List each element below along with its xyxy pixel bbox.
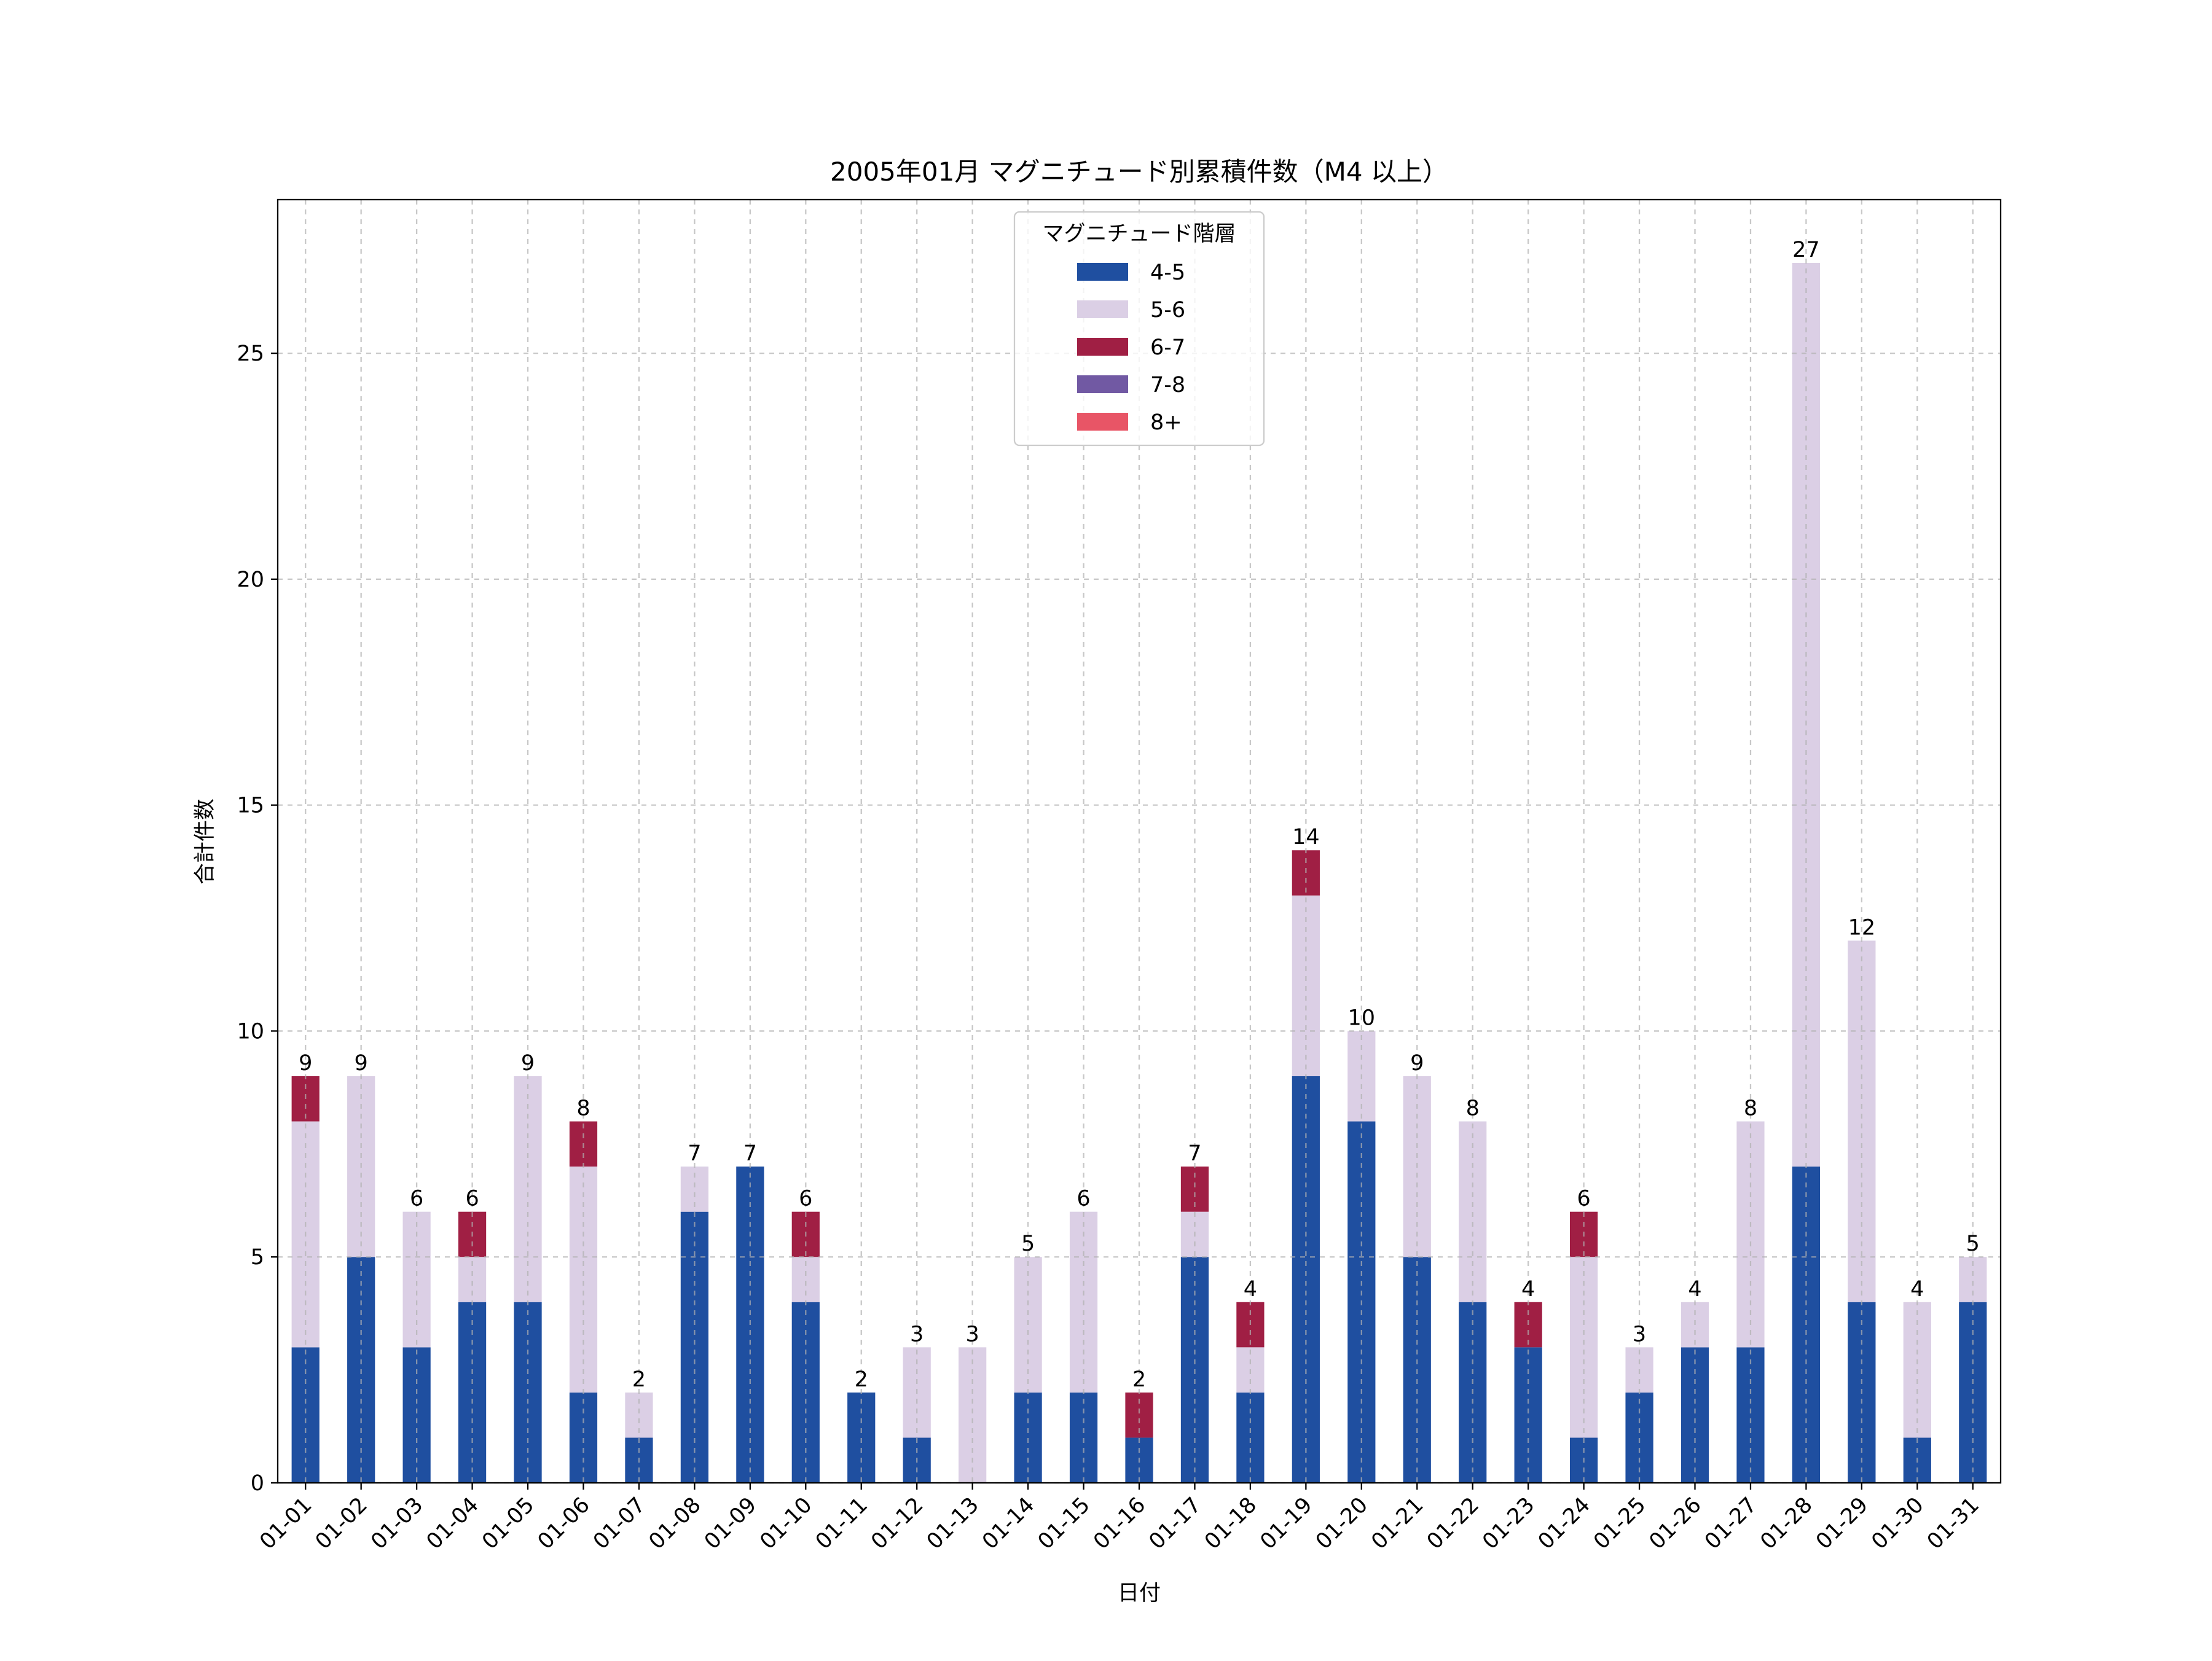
x-tick-label: 01-08 [645,1493,706,1554]
total-label: 5 [1021,1232,1035,1256]
total-label: 7 [1188,1141,1201,1166]
x-axis-label: 日付 [1118,1581,1161,1606]
x-tick-label: 01-28 [1756,1493,1818,1554]
x-tick-label: 01-20 [1311,1493,1373,1554]
total-label: 9 [1410,1051,1424,1076]
chart-title: 2005年01月 マグニチュード別累積件数（M4 以上） [830,157,1448,187]
x-tick-label: 01-07 [589,1493,650,1554]
x-tick-label: 01-15 [1033,1493,1095,1554]
bar-segment-5-6-01-05 [514,1076,542,1302]
x-tick-label: 01-10 [755,1493,817,1554]
y-tick-label: 20 [237,568,264,592]
legend-label-8+: 8+ [1150,410,1182,435]
legend-title: マグニチュード階層 [1042,222,1236,246]
legend-label-4-5: 4-5 [1150,260,1185,285]
x-tick-label: 01-25 [1589,1493,1650,1554]
legend-frame [1013,211,1265,447]
x-tick-label: 01-06 [533,1493,595,1554]
total-label: 9 [355,1051,368,1076]
total-label: 3 [1633,1322,1646,1346]
total-label: 8 [1466,1096,1480,1121]
legend-label-7-8: 7-8 [1150,373,1185,397]
total-label: 6 [465,1187,479,1211]
legend-label-6-7: 6-7 [1150,335,1185,360]
x-tick-label: 01-16 [1089,1493,1150,1554]
y-tick-label: 25 [237,342,264,366]
total-label: 5 [1966,1232,1980,1256]
bar-segment-5-6-01-24 [1570,1257,1598,1438]
total-label: 6 [1577,1187,1590,1211]
x-tick-label: 01-21 [1367,1493,1428,1554]
y-tick-label: 10 [237,1019,264,1044]
x-tick-label: 01-19 [1256,1493,1317,1554]
total-label: 2 [855,1367,868,1392]
total-label: 8 [1744,1096,1757,1121]
y-tick-label: 15 [237,794,264,818]
total-label: 4 [1910,1277,1924,1302]
x-tick-label: 01-26 [1645,1493,1706,1554]
x-tick-label: 01-18 [1200,1493,1261,1554]
grid [278,200,2001,1484]
x-tick-label: 01-24 [1534,1493,1595,1554]
x-tick-label: 01-03 [366,1493,428,1554]
bar-segment-5-6-01-29 [1848,940,1876,1302]
y-tick-label: 5 [251,1245,264,1270]
legend-swatch-4-5 [1077,263,1128,281]
total-label: 2 [632,1367,646,1392]
x-ticks: 01-0101-0201-0301-0401-0501-0601-0701-08… [255,1483,1984,1554]
y-axis-label: 合計件数 [193,799,218,885]
legend: マグニチュード階層 4-5 5-6 6-7 7-8 8+ [1013,211,1265,447]
x-tick-label: 01-05 [477,1493,539,1554]
total-label: 6 [410,1187,423,1211]
total-label: 4 [1521,1277,1535,1302]
total-label: 4 [1688,1277,1701,1302]
x-tick-label: 01-14 [978,1493,1039,1554]
total-label: 9 [521,1051,535,1076]
legend-swatch-5-6 [1077,300,1128,318]
total-label: 2 [1132,1367,1146,1392]
legend-label-5-6: 5-6 [1150,298,1185,322]
x-tick-label: 01-02 [311,1493,372,1554]
total-label: 12 [1848,915,1876,940]
total-label: 3 [966,1322,979,1346]
y-ticks: 0 5 10 15 20 25 [237,342,278,1496]
total-label: 3 [910,1322,924,1346]
x-tick-label: 01-31 [1923,1493,1984,1554]
x-tick-label: 01-13 [922,1493,984,1554]
total-label: 8 [576,1096,590,1121]
total-label: 6 [799,1187,812,1211]
x-tick-label: 01-27 [1700,1493,1762,1554]
legend-swatch-8+ [1077,413,1128,431]
x-tick-label: 01-29 [1811,1493,1873,1554]
total-label: 10 [1348,1006,1376,1030]
x-tick-label: 01-22 [1422,1493,1484,1554]
x-tick-label: 01-04 [422,1493,484,1554]
x-tick-label: 01-23 [1478,1493,1539,1554]
total-label: 27 [1792,238,1820,262]
x-tick-label: 01-12 [866,1493,928,1554]
total-label: 14 [1292,825,1320,850]
total-label: 4 [1244,1277,1257,1302]
x-tick-label: 01-09 [700,1493,761,1554]
legend-swatch-7-8 [1077,375,1128,393]
x-tick-label: 01-17 [1145,1493,1206,1554]
legend-swatch-6-7 [1077,338,1128,356]
total-label: 6 [1077,1187,1090,1211]
total-label: 9 [299,1051,312,1076]
x-tick-label: 01-11 [811,1493,873,1554]
bar-segment-5-6-01-06 [569,1167,598,1393]
total-label: 7 [688,1141,701,1166]
x-tick-label: 01-01 [255,1493,316,1554]
total-label: 7 [743,1141,757,1166]
x-tick-label: 01-30 [1867,1493,1928,1554]
y-tick-label: 0 [251,1471,264,1496]
